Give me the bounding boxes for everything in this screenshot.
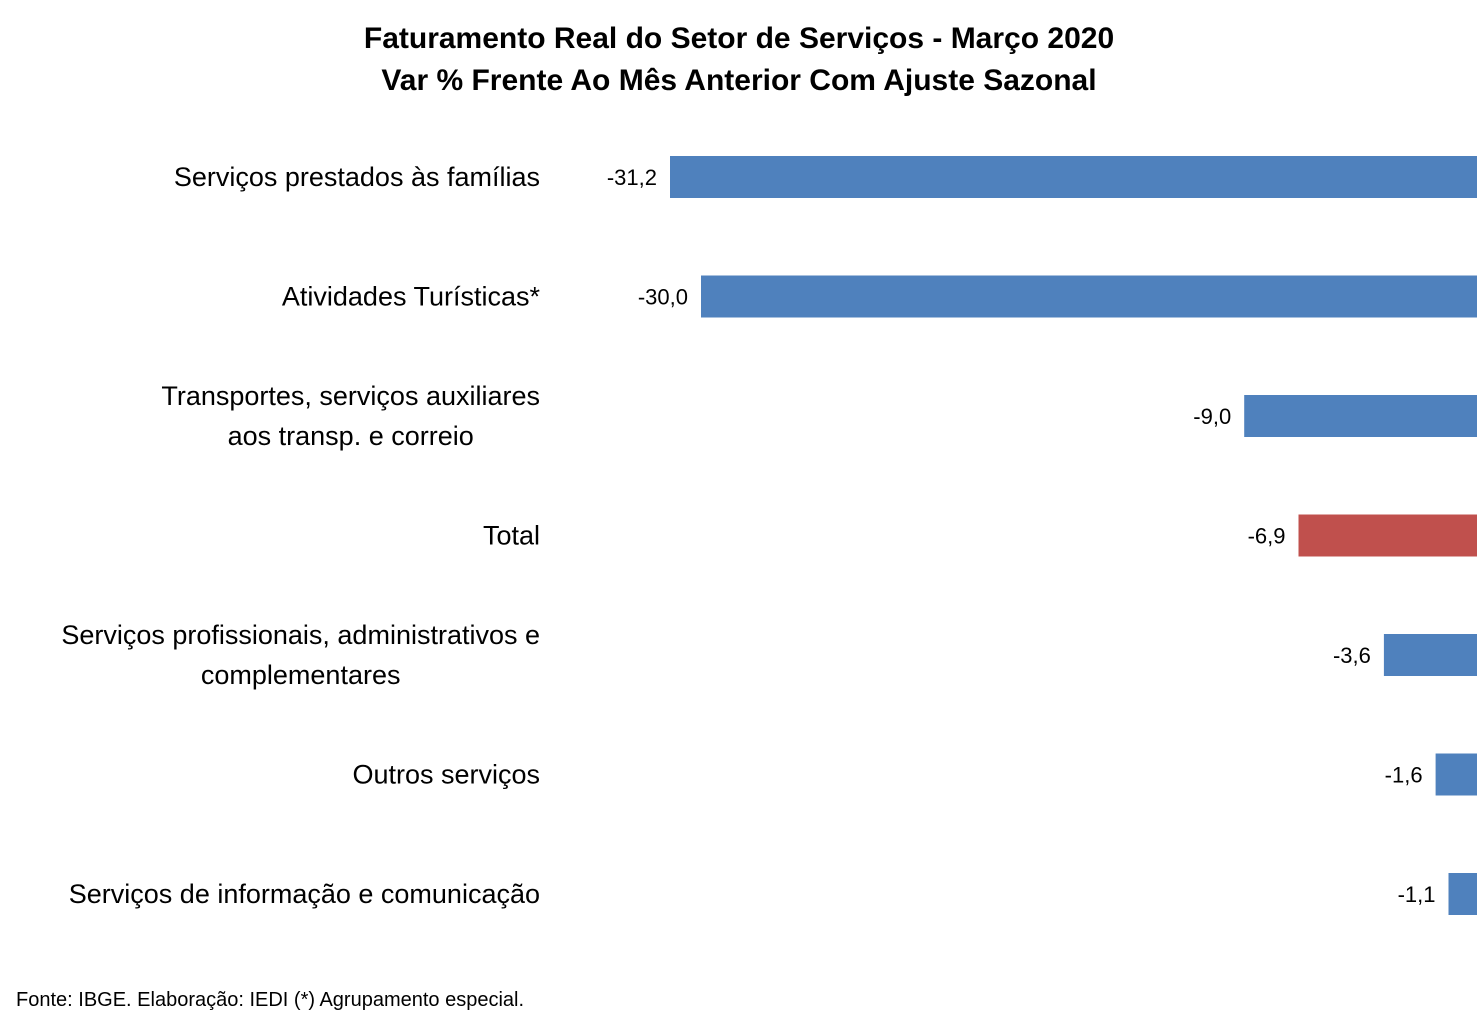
data-label-6: -1,1 [1398, 882, 1436, 907]
bar-6 [1448, 873, 1477, 915]
chart-title: Faturamento Real do Setor de Serviços - … [363, 22, 1115, 55]
data-label-0: -31,2 [607, 165, 657, 190]
category-label-2-line-1: aos transp. e correio [228, 421, 474, 451]
bar-5 [1435, 753, 1477, 796]
bar-chart: -31,2 Serviços prestados às famílias -30,0… [61, 156, 1477, 915]
category-label-0-line-0: Serviços prestados às famílias [174, 162, 540, 192]
bar-3 [1298, 514, 1477, 557]
bar-1 [701, 275, 1477, 318]
chart-title-block: Faturamento Real do Setor de Serviços - … [0, 18, 1478, 102]
category-label-5-line-0: Outros serviços [352, 760, 540, 790]
data-label-4: -3,6 [1333, 643, 1371, 668]
bar-2 [1244, 395, 1477, 437]
data-label-3: -6,9 [1248, 524, 1286, 549]
chart-subtitle: Var % Frente Ao Mês Anterior Com Ajuste … [381, 64, 1097, 97]
source-footnote: Fonte: IBGE. Elaboração: IEDI (*) Agrupa… [16, 989, 525, 1011]
category-label-3-line-0: Total [483, 521, 540, 551]
category-label-4-line-1: complementares [201, 660, 401, 690]
category-label-6-line-0: Serviços de informação e comunicação [69, 879, 540, 909]
bar-4 [1383, 634, 1477, 676]
data-label-1: -30,0 [638, 285, 688, 310]
data-label-5: -1,6 [1385, 763, 1423, 788]
bar-0 [670, 156, 1477, 198]
category-label-4-line-0: Serviços profissionais, administrativos … [61, 620, 540, 650]
category-label-1-line-0: Atividades Turísticas* [282, 282, 541, 312]
category-label-2-line-0: Transportes, serviços auxiliares [161, 381, 540, 411]
data-label-2: -9,0 [1193, 404, 1231, 429]
